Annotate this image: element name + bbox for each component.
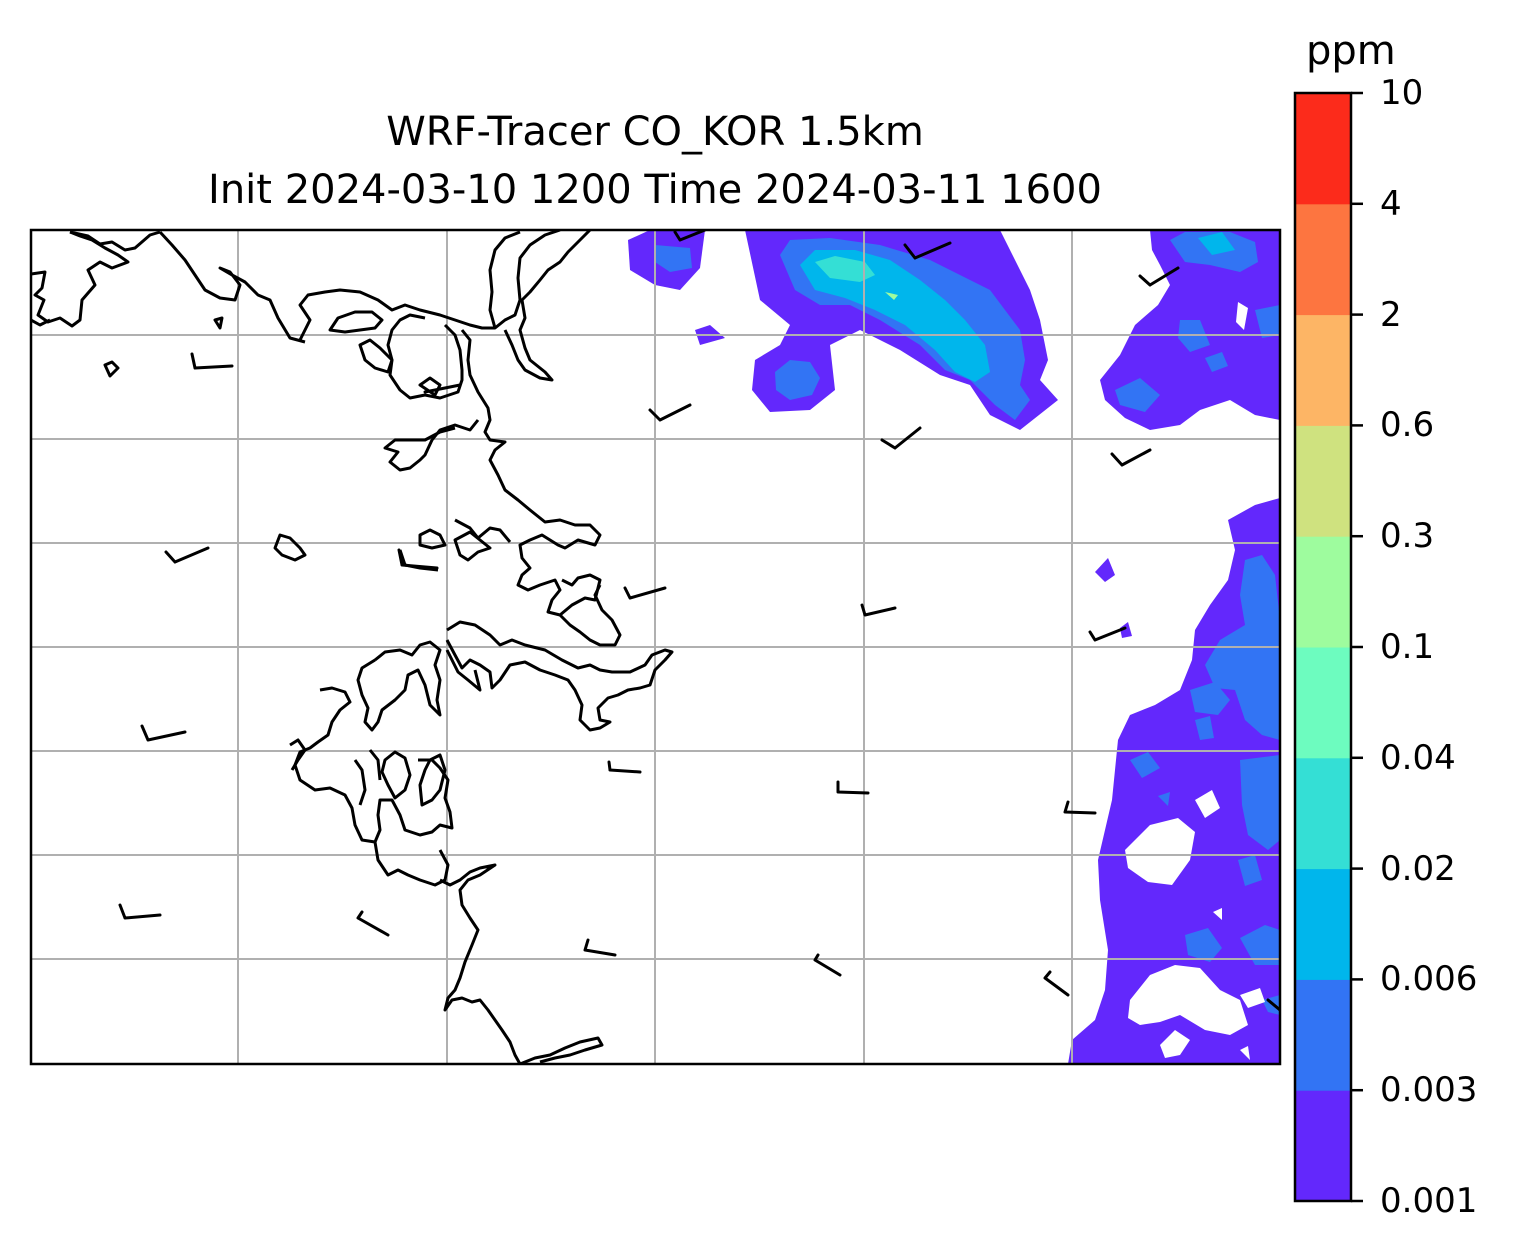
colorbar-tick-label: 0.001	[1380, 1181, 1478, 1221]
colorbar-tick-label: 0.3	[1380, 516, 1435, 557]
colorbar-tick-label: 0.006	[1380, 959, 1478, 1000]
colorbar-tick-label: 0.04	[1380, 737, 1456, 778]
colorbar-segment	[1295, 314, 1351, 426]
colorbar-tick-label: 10	[1380, 73, 1424, 113]
colorbar-segment	[1295, 1090, 1351, 1202]
colorbar-segment	[1295, 203, 1351, 316]
colorbar-tick-label: 0.1	[1380, 627, 1435, 667]
colorbar-tick-label: 0.02	[1380, 848, 1456, 889]
map-gridlines	[31, 230, 1280, 1064]
colorbar	[1293, 91, 1363, 1203]
map-title-line2: Init 2024-03-10 1200 Time 2024-03-11 160…	[208, 167, 1102, 213]
colorbar-unit-label: ppm	[1306, 28, 1396, 74]
concentration-patch	[1120, 622, 1132, 638]
colorbar-tick-label: 2	[1380, 294, 1402, 335]
wind-barbs	[118, 230, 1280, 1012]
colorbar-tick-label: 0.6	[1380, 405, 1435, 446]
colorbar-segment	[1295, 425, 1351, 537]
coastlines	[31, 230, 674, 1064]
map-title-line1: WRF-Tracer CO_KOR 1.5km	[386, 109, 924, 155]
colorbar-tick-label: 4	[1380, 183, 1402, 224]
colorbar-segment	[1295, 536, 1351, 648]
colorbar-segment	[1295, 647, 1351, 759]
colorbar-segment	[1295, 757, 1351, 870]
concentration-contours	[628, 230, 1058, 430]
colorbar-segment	[1295, 868, 1351, 980]
concentration-patch	[1095, 558, 1115, 582]
concentration-contours-ne	[1100, 230, 1280, 430]
colorbar-tick-label: 0.003	[1380, 1070, 1478, 1111]
colorbar-segment	[1295, 93, 1351, 205]
colorbar-segment	[1295, 979, 1351, 1091]
map-frame	[29, 228, 1282, 1066]
